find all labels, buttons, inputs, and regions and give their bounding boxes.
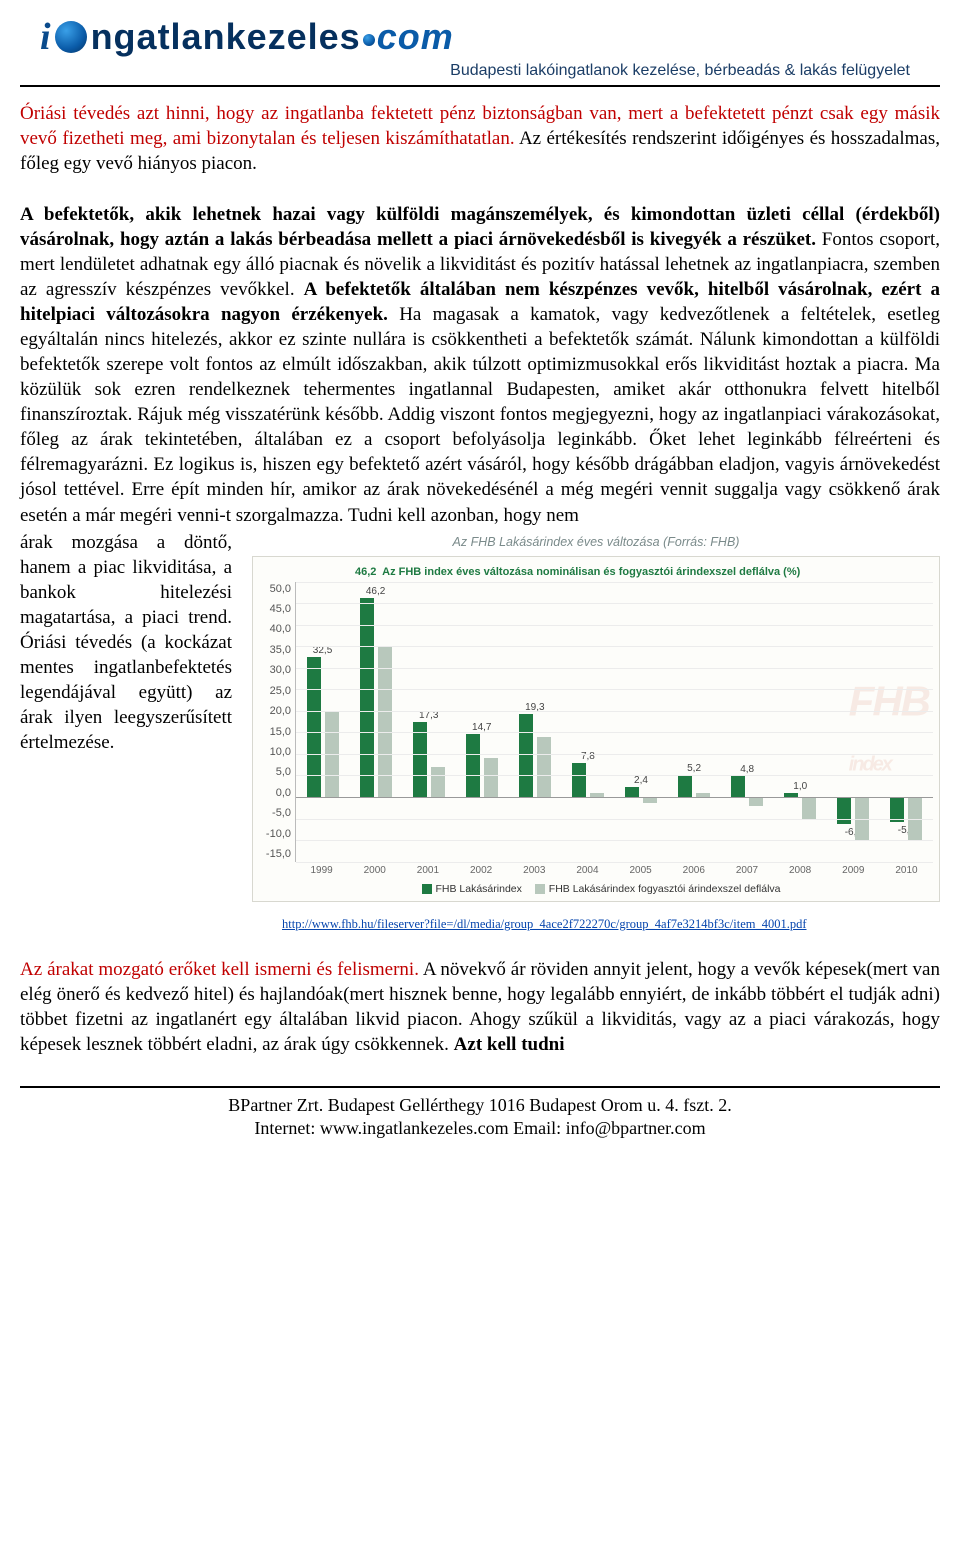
paragraph-2-left: árak mozgása a döntő, hanem a piac likvi…: [20, 530, 232, 933]
chart-source: http://www.fhb.hu/fileserver?file=/dl/me…: [252, 916, 940, 933]
footer-separator: [20, 1086, 940, 1088]
logo-subtitle: Budapesti lakóingatlanok kezelése, bérbe…: [20, 60, 940, 81]
page-footer: BPartner Zrt. Budapest Gellérthegy 1016 …: [20, 1094, 940, 1142]
logo-letter-i: i: [40, 12, 51, 62]
logo-main: ngatlankezeles: [91, 16, 361, 57]
legend-label-b: FHB Lakásárindex fogyasztói árindexszel …: [549, 883, 781, 895]
legend-swatch-b: [535, 884, 545, 894]
logo-com: com: [377, 16, 454, 57]
logo: i ngatlankezeles com: [20, 10, 940, 64]
globe-icon: [55, 21, 87, 53]
legend-label-a: FHB Lakásárindex: [436, 883, 522, 895]
chart-container: Az FHB Lakásárindex éves változása (Forr…: [252, 530, 940, 933]
paragraph-3: Az árakat mozgató erőket kell ismerni és…: [20, 957, 940, 1057]
para3-bold: Azt kell tudni: [454, 1034, 565, 1055]
paragraph-2: A befektetők, akik lehetnek hazai vagy k…: [20, 202, 940, 528]
footer-line-1: BPartner Zrt. Budapest Gellérthegy 1016 …: [20, 1094, 940, 1118]
chart-y-axis: 50,045,040,035,030,025,020,015,010,05,00…: [259, 582, 295, 862]
chart-plot-area: 32,546,217,314,719,37,82,45,24,81,0-6,3-…: [295, 582, 933, 862]
footer-line-2: Internet: www.ingatlankezeles.com Email:…: [20, 1117, 940, 1141]
para2-bold-a: A befektetők, akik lehetnek hazai vagy k…: [20, 204, 940, 250]
site-header: i ngatlankezeles com Budapesti lakóingatl…: [20, 8, 940, 87]
bar-chart: FHBindex 46,2 Az FHB index éves változás…: [252, 556, 940, 902]
dot-icon: [363, 34, 375, 46]
chart-peak-value: 46,2: [355, 566, 376, 578]
chart-source-link[interactable]: http://www.fhb.hu/fileserver?file=/dl/me…: [282, 917, 807, 931]
chart-peak-text: Az FHB index éves változása nominálisan …: [382, 566, 800, 578]
legend-swatch-a: [422, 884, 432, 894]
chart-x-axis: 1999200020012002200320042005200620072008…: [295, 864, 933, 877]
chart-top-label: 46,2 Az FHB index éves változása nominál…: [355, 565, 933, 580]
para3-red: Az árakat mozgató erőket kell ismerni és…: [20, 959, 419, 980]
logo-text: ngatlankezeles com: [91, 13, 454, 61]
paragraph-1: Óriási tévedés azt hinni, hogy az ingatl…: [20, 101, 940, 176]
para2-d: Ha magasak a kamatok, vagy kedvezőtlenek…: [20, 304, 940, 526]
chart-legend: FHB Lakásárindex FHB Lakásárindex fogyas…: [259, 883, 933, 897]
chart-title: Az FHB Lakásárindex éves változása (Forr…: [252, 534, 940, 551]
